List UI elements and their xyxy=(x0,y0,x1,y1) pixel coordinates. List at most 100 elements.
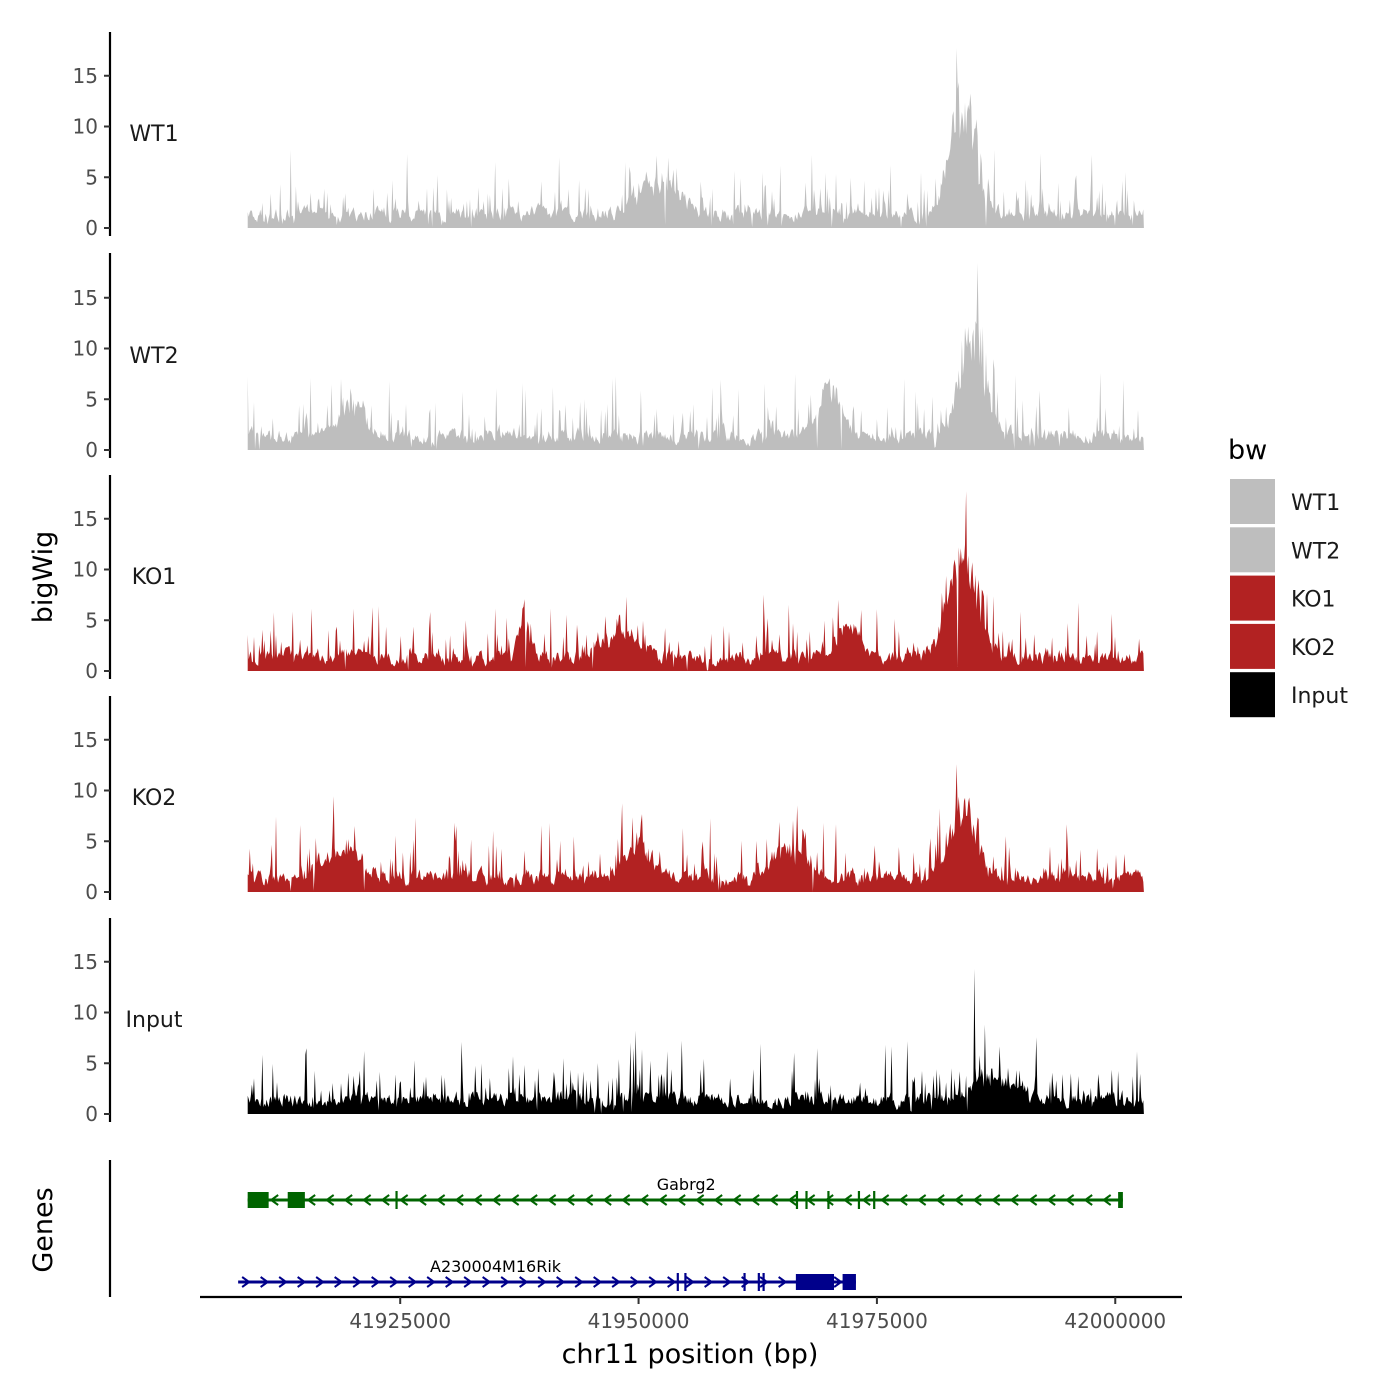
exon-gabrg2-2 xyxy=(287,1192,305,1208)
strand-arrow-a230004m16rik xyxy=(334,1276,344,1288)
strand-arrow-a230004m16rik xyxy=(445,1276,455,1288)
coverage-area-ko2 xyxy=(247,764,1144,892)
strand-arrow-gabrg2 xyxy=(768,1194,779,1206)
x-tick-label-42000000: 42000000 xyxy=(1064,1309,1166,1333)
y-tick-label-wt1-5: 5 xyxy=(85,165,98,189)
y-tick-label-wt2-10: 10 xyxy=(73,337,98,361)
exon-gabrg2-5 xyxy=(805,1191,808,1209)
strand-arrow-a230004m16rik xyxy=(574,1276,584,1288)
exon-a230004m16rik-3 xyxy=(743,1273,746,1291)
strand-arrow-a230004m16rik xyxy=(352,1276,362,1288)
strand-arrow-a230004m16rik xyxy=(630,1276,640,1288)
y-tick-label-ko2-10: 10 xyxy=(73,779,98,803)
y-tick-label-input-0: 0 xyxy=(85,1102,98,1126)
coverage-area-wt2 xyxy=(247,263,1144,450)
track-input: 0 5 10 15 Input xyxy=(73,918,1144,1126)
strand-arrow-a230004m16rik xyxy=(463,1276,473,1288)
exon-gabrg2-7 xyxy=(857,1191,861,1209)
strand-arrow-gabrg2 xyxy=(565,1194,575,1206)
strand-arrow-gabrg2 xyxy=(898,1194,908,1206)
y-tick-label-wt2-15: 15 xyxy=(73,286,98,310)
strand-arrow-a230004m16rik xyxy=(704,1276,714,1288)
strand-arrow-a230004m16rik xyxy=(408,1276,418,1288)
track-ko1: 0 5 10 15 KO1 xyxy=(73,475,1144,683)
strand-arrow-a230004m16rik xyxy=(778,1276,788,1288)
legend-label-ko1: KO1 xyxy=(1291,588,1336,613)
coverage-area-wt1 xyxy=(247,48,1144,228)
legend-key-wt2 xyxy=(1230,527,1275,573)
gene-gabrg2: Gabrg2 xyxy=(247,1175,1123,1209)
legend-label-ko2: KO2 xyxy=(1291,636,1336,661)
exon-gabrg2-3 xyxy=(395,1191,398,1209)
track-label-wt1: WT1 xyxy=(129,122,178,147)
gene-label-a230004m16rik: A230004M16Rik xyxy=(430,1257,562,1276)
strand-arrow-a230004m16rik xyxy=(556,1276,566,1288)
strand-arrow-gabrg2 xyxy=(417,1194,427,1206)
strand-arrow-gabrg2 xyxy=(620,1194,631,1206)
strand-arrow-gabrg2 xyxy=(935,1194,945,1206)
strand-arrow-gabrg2 xyxy=(602,1194,612,1206)
strand-arrow-a230004m16rik xyxy=(315,1276,325,1288)
legend-label-wt1: WT1 xyxy=(1291,491,1340,516)
strand-arrow-a230004m16rik xyxy=(260,1276,270,1288)
coverage-area-input xyxy=(247,968,1144,1114)
y-tick-label-input-5: 5 xyxy=(85,1051,98,1075)
strand-arrow-gabrg2 xyxy=(842,1194,853,1206)
track-label-input: Input xyxy=(126,1008,183,1033)
y-tick-label-ko1-10: 10 xyxy=(73,558,98,582)
track-ko2: 0 5 10 15 KO2 xyxy=(73,696,1144,904)
x-tick-label-41975000: 41975000 xyxy=(826,1309,928,1333)
coverage-area-ko1 xyxy=(247,491,1144,671)
track-wt2: 0 5 10 15 WT2 xyxy=(73,253,1144,462)
strand-arrow-gabrg2 xyxy=(916,1194,927,1206)
x-tick-label-41950000: 41950000 xyxy=(588,1309,690,1333)
y-tick-label-ko1-15: 15 xyxy=(73,507,98,531)
strand-arrow-gabrg2 xyxy=(731,1194,742,1206)
strand-arrow-a230004m16rik xyxy=(389,1276,399,1288)
strand-arrow-a230004m16rik xyxy=(667,1276,677,1288)
strand-arrow-a230004m16rik xyxy=(685,1276,695,1288)
strand-arrow-gabrg2 xyxy=(361,1194,372,1206)
strand-arrow-gabrg2 xyxy=(454,1194,464,1206)
y-tick-label-ko1-5: 5 xyxy=(85,608,98,632)
strand-arrow-a230004m16rik xyxy=(833,1276,843,1288)
exon-gabrg2-9 xyxy=(1118,1192,1123,1208)
genes-axis-title: Genes xyxy=(28,1187,59,1272)
track-label-ko2: KO2 xyxy=(132,786,177,811)
strand-arrow-gabrg2 xyxy=(306,1194,316,1206)
legend-label-input: Input xyxy=(1291,684,1348,709)
strand-arrow-a230004m16rik xyxy=(537,1276,547,1288)
strand-arrow-gabrg2 xyxy=(639,1194,649,1206)
exon-a230004m16rik-1 xyxy=(676,1273,679,1291)
y-tick-label-input-15: 15 xyxy=(73,950,98,974)
y-tick-label-wt1-10: 10 xyxy=(73,115,98,139)
strand-arrow-gabrg2 xyxy=(472,1194,483,1206)
y-axis-title: bigWig xyxy=(28,531,59,624)
strand-arrow-a230004m16rik xyxy=(648,1276,658,1288)
y-tick-label-wt1-15: 15 xyxy=(73,64,98,88)
strand-arrow-a230004m16rik xyxy=(500,1276,510,1288)
legend-key-wt1 xyxy=(1230,479,1275,524)
y-tick-label-wt1-0: 0 xyxy=(85,216,98,240)
strand-arrow-gabrg2 xyxy=(546,1194,557,1206)
strand-arrow-gabrg2 xyxy=(953,1194,964,1206)
strand-arrow-gabrg2 xyxy=(1083,1194,1093,1206)
strand-arrow-gabrg2 xyxy=(824,1194,834,1206)
strand-arrow-a230004m16rik xyxy=(519,1276,529,1288)
strand-arrow-gabrg2 xyxy=(380,1194,390,1206)
strand-arrow-gabrg2 xyxy=(879,1194,890,1206)
strand-arrow-a230004m16rik xyxy=(482,1276,492,1288)
track-label-wt2: WT2 xyxy=(129,344,178,369)
strand-arrow-gabrg2 xyxy=(528,1194,538,1206)
gene-a230004m16rik: A230004M16Rik xyxy=(238,1257,856,1291)
strand-arrow-gabrg2 xyxy=(509,1194,520,1206)
strand-arrow-gabrg2 xyxy=(713,1194,723,1206)
strand-arrow-a230004m16rik xyxy=(722,1276,732,1288)
x-axis-title: chr11 position (bp) xyxy=(562,1339,819,1370)
legend-key-input xyxy=(1230,672,1275,718)
legend-title: bw xyxy=(1228,435,1267,466)
strand-arrow-gabrg2 xyxy=(1064,1194,1075,1206)
strand-arrow-a230004m16rik xyxy=(611,1276,621,1288)
